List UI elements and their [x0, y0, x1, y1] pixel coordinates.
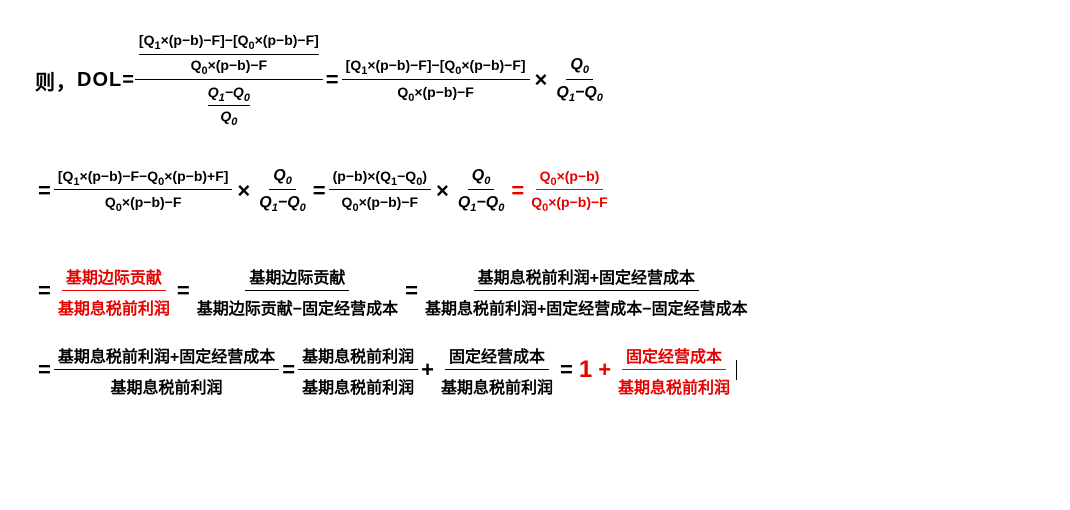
nested-top-den: Q0×(p−b)−F: [191, 57, 268, 77]
l2-f2-num: (p−b)×(Q1−Q0): [329, 166, 431, 191]
l3-frac-1-red: 基期边际贡献 基期息税前利润: [54, 262, 174, 321]
l2-final-num: Q0×(p−b): [536, 166, 604, 191]
l3-f3-den: 基期息税前利润+固定经营成本−固定经营成本: [421, 293, 752, 321]
plus-4: +: [418, 357, 437, 383]
complex-fraction: [Q1×(p−b)−F]−[Q0×(p−b)−F] Q0×(p−b)−F Q1−…: [135, 30, 323, 130]
equals-4b: =: [279, 357, 298, 383]
l4-frac-3: 固定经营成本 基期息税前利润: [437, 341, 557, 400]
one-red: 1: [576, 356, 595, 384]
l3-f2-num: 基期边际贡献: [245, 262, 349, 291]
rhs-fraction-1: [Q1×(p−b)−F]−[Q0×(p−b)−F] Q0×(p−b)−F: [342, 55, 530, 106]
equation-line-4: = 基期息税前利润+固定经营成本 基期息税前利润 = 基期息税前利润 基期息税前…: [35, 341, 1035, 400]
l2-frac-1: [Q1×(p−b)−F−Q0×(p−b)+F] Q0×(p−b)−F: [54, 166, 233, 217]
equals-3c: =: [402, 278, 421, 304]
nested-bot-den: Q0: [220, 108, 237, 128]
l2-q-num-1: Q0: [269, 165, 296, 190]
equation-line-2: = [Q1×(p−b)−F−Q0×(p−b)+F] Q0×(p−b)−F × Q…: [35, 165, 1035, 216]
times-2b: ×: [431, 178, 454, 204]
l2-final-den: Q0×(p−b)−F: [527, 192, 612, 216]
plus-red: +: [595, 357, 614, 383]
l2-q-num-2: Q0: [468, 165, 495, 190]
equation-line-1: 则， DOL= [Q1×(p−b)−F]−[Q0×(p−b)−F] Q0×(p−…: [35, 30, 1035, 130]
rhs-num: [Q1×(p−b)−F]−[Q0×(p−b)−F]: [342, 55, 530, 80]
times-1: ×: [530, 67, 553, 93]
l4-f1-num: 基期息税前利润+固定经营成本: [54, 341, 279, 370]
prefix-text: 则，: [35, 66, 77, 95]
q-fraction-1: Q0 Q1−Q0: [552, 54, 607, 105]
equals-4a: =: [35, 357, 54, 383]
l3-f3-num: 基期息税前利润+固定经营成本: [474, 262, 699, 291]
l2-q-den-2: Q1−Q0: [454, 192, 509, 216]
l3-frac-3: 基期息税前利润+固定经营成本 基期息税前利润+固定经营成本−固定经营成本: [421, 262, 752, 321]
text-cursor: [736, 360, 737, 380]
l4-f1-den: 基期息税前利润: [107, 372, 227, 400]
l2-f1-den: Q0×(p−b)−F: [101, 192, 186, 216]
nested-bot-num: Q1−Q0: [208, 84, 250, 107]
l2-f2-den: Q0×(p−b)−F: [338, 192, 423, 216]
dol-label: DOL=: [77, 69, 135, 92]
equals-3b: =: [174, 278, 193, 304]
l3-frac-2: 基期边际贡献 基期边际贡献−固定经营成本: [193, 262, 402, 321]
l2-f1-num: [Q1×(p−b)−F−Q0×(p−b)+F]: [54, 166, 233, 191]
l4-f4-num: 固定经营成本: [622, 341, 726, 370]
nested-top-num: [Q1×(p−b)−F]−[Q0×(p−b)−F]: [139, 32, 319, 55]
equals-2c-red: =: [508, 178, 527, 204]
times-2a: ×: [232, 178, 255, 204]
l3-f1-num: 基期边际贡献: [62, 262, 166, 291]
l3-f1-den: 基期息税前利润: [54, 293, 174, 321]
l4-f3-den: 基期息税前利润: [437, 372, 557, 400]
l4-f2-num: 基期息税前利润: [298, 341, 418, 370]
equals-3a: =: [35, 278, 54, 304]
l2-frac-2: (p−b)×(Q1−Q0) Q0×(p−b)−F: [329, 166, 431, 217]
equals-4c: =: [557, 357, 576, 383]
l3-f2-den: 基期边际贡献−固定经营成本: [193, 293, 402, 321]
l4-frac-1: 基期息税前利润+固定经营成本 基期息税前利润: [54, 341, 279, 400]
q-den-1: Q1−Q0: [552, 82, 607, 106]
equation-line-3: = 基期边际贡献 基期息税前利润 = 基期边际贡献 基期边际贡献−固定经营成本 …: [35, 262, 1035, 321]
equals-2b: =: [310, 178, 329, 204]
l4-frac-4-red: 固定经营成本 基期息税前利润: [614, 341, 734, 400]
equals-2a: =: [35, 178, 54, 204]
l2-q-den-1: Q1−Q0: [255, 192, 310, 216]
l4-frac-2: 基期息税前利润 基期息税前利润: [298, 341, 418, 400]
rhs-den: Q0×(p−b)−F: [393, 82, 478, 106]
equals-1: =: [323, 67, 342, 93]
l4-f2-den: 基期息税前利润: [298, 372, 418, 400]
l2-q-frac-2: Q0 Q1−Q0: [454, 165, 509, 216]
l4-f4-den: 基期息税前利润: [614, 372, 734, 400]
q-num-1: Q0: [566, 54, 593, 79]
l4-f3-num: 固定经营成本: [445, 341, 549, 370]
l2-q-frac-1: Q0 Q1−Q0: [255, 165, 310, 216]
l2-final-frac: Q0×(p−b) Q0×(p−b)−F: [527, 166, 612, 217]
